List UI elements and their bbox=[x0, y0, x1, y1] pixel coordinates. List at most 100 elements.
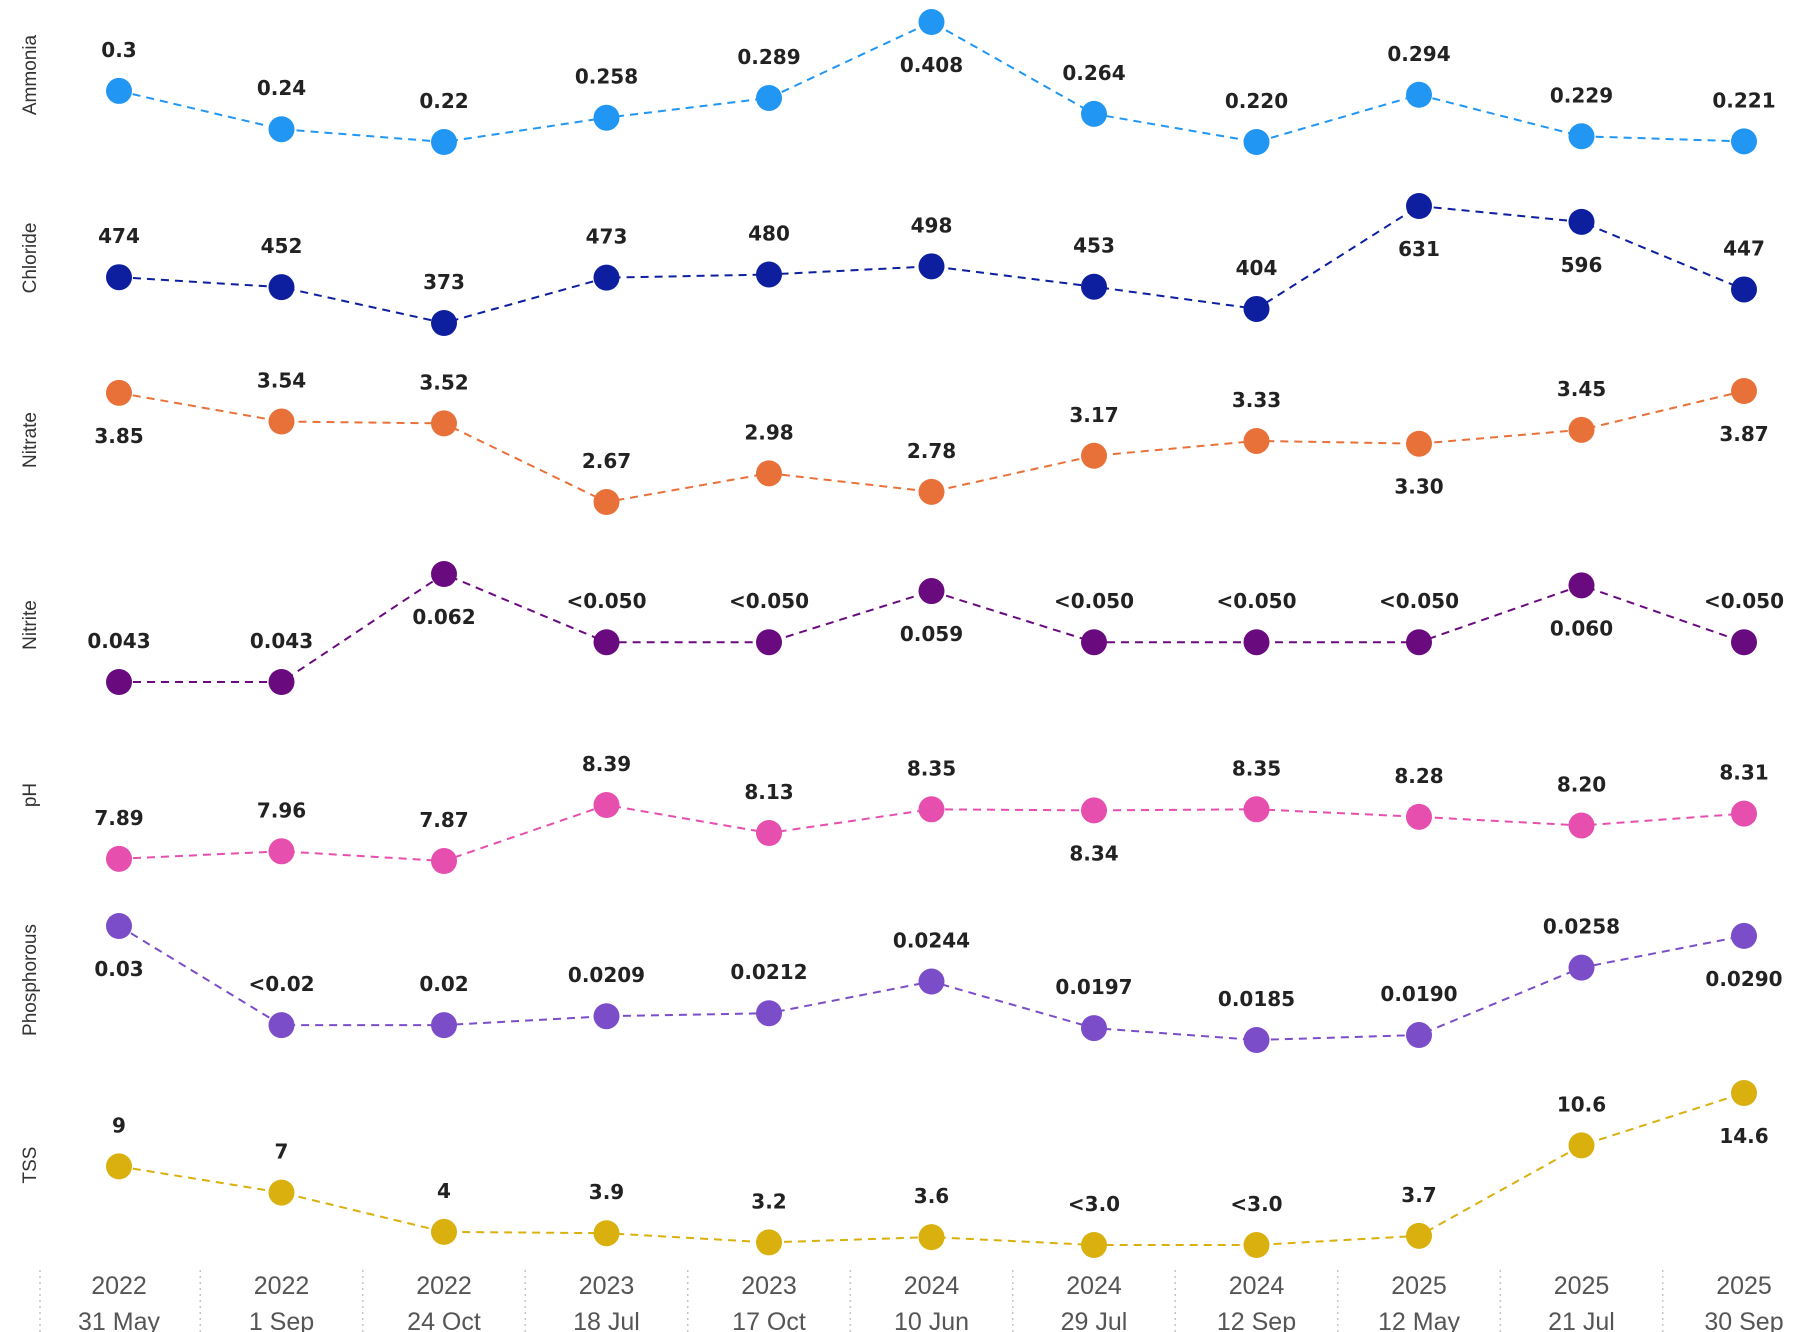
ammonia-data-label-6: 0.408 bbox=[900, 53, 963, 77]
nitrate-axis-label: Nitrate bbox=[20, 412, 41, 468]
nitrate-data-label-7: 3.17 bbox=[1069, 403, 1118, 427]
nitrite-point-1 bbox=[106, 669, 132, 695]
ph-data-label-1: 7.89 bbox=[94, 806, 143, 830]
x-tick-year: 2022 bbox=[416, 1272, 472, 1300]
ammonia-data-label-11: 0.221 bbox=[1712, 88, 1775, 112]
tss-data-label-7: <3.0 bbox=[1068, 1192, 1120, 1216]
x-tick-date: 17 Oct bbox=[732, 1308, 806, 1332]
nitrate-point-10 bbox=[1568, 416, 1595, 443]
nitrite-point-4 bbox=[593, 629, 620, 656]
x-tick-year: 2023 bbox=[579, 1272, 635, 1300]
nitrate-data-label-10: 3.45 bbox=[1557, 377, 1606, 401]
chloride-data-label-2: 452 bbox=[261, 234, 303, 258]
nitrate-point-1 bbox=[106, 379, 132, 406]
ammonia-point-3 bbox=[431, 129, 457, 155]
nitrite-point-10 bbox=[1568, 572, 1595, 599]
ammonia-point-11 bbox=[1731, 128, 1757, 155]
ammonia-point-7 bbox=[1081, 100, 1107, 127]
nitrite-point-11 bbox=[1731, 629, 1757, 656]
tss-data-label-2: 7 bbox=[275, 1140, 289, 1164]
nitrate-data-label-5: 2.98 bbox=[744, 420, 793, 444]
ammonia-panel: Ammonia 0.3 0.24 0.22 0.258 0.289 0.408 0.264 0.… bbox=[20, 9, 1776, 155]
nitrite-data-label-1: 0.043 bbox=[87, 629, 150, 653]
tss-panel: TSS 9 7 4 3.9 3.2 3.6 <3.0 <3.0 3.7 10.6 14.6 bbox=[20, 1080, 1769, 1258]
ph-point-9 bbox=[1406, 803, 1432, 830]
phosphorous-data-label-4: 0.0209 bbox=[568, 963, 645, 987]
ammonia-data-label-4: 0.258 bbox=[575, 65, 638, 89]
nitrate-data-label-1: 3.85 bbox=[94, 424, 143, 448]
ammonia-point-4 bbox=[593, 104, 620, 131]
nitrite-data-label-8: <0.050 bbox=[1216, 589, 1296, 613]
chloride-point-5 bbox=[756, 261, 782, 288]
chloride-point-9 bbox=[1406, 193, 1432, 219]
phosphorous-data-label-7: 0.0197 bbox=[1055, 975, 1132, 999]
tss-data-label-3: 4 bbox=[437, 1179, 451, 1203]
nitrite-data-label-9: <0.050 bbox=[1379, 589, 1459, 613]
phosphorous-point-4 bbox=[593, 1003, 620, 1030]
nitrate-data-label-4: 2.67 bbox=[582, 449, 631, 473]
chloride-point-1 bbox=[106, 264, 132, 291]
nitrate-point-2 bbox=[268, 408, 295, 435]
ph-data-label-5: 8.13 bbox=[744, 780, 793, 804]
phosphorous-point-6 bbox=[918, 968, 945, 995]
x-tick-date: 12 May bbox=[1378, 1308, 1460, 1332]
nitrate-data-label-6: 2.78 bbox=[907, 439, 956, 463]
ammonia-point-8 bbox=[1243, 129, 1270, 155]
tss-point-6 bbox=[918, 1224, 945, 1251]
chloride-series-line bbox=[118, 204, 1745, 325]
ph-data-label-3: 7.87 bbox=[419, 808, 468, 832]
ammonia-axis-label: Ammonia bbox=[20, 34, 41, 115]
x-tick-year: 2022 bbox=[254, 1272, 310, 1300]
nitrite-point-7 bbox=[1081, 629, 1107, 656]
ammonia-series-line bbox=[118, 20, 1745, 144]
ph-data-label-2: 7.96 bbox=[257, 798, 306, 822]
ph-point-7 bbox=[1081, 797, 1107, 824]
tss-point-3 bbox=[431, 1218, 457, 1245]
ammonia-point-9 bbox=[1406, 81, 1432, 108]
ammonia-data-label-5: 0.289 bbox=[737, 45, 800, 69]
ammonia-data-label-9: 0.294 bbox=[1387, 42, 1450, 66]
phosphorous-point-3 bbox=[431, 1012, 457, 1039]
tss-point-8 bbox=[1243, 1232, 1270, 1258]
nitrate-data-label-2: 3.54 bbox=[257, 369, 306, 393]
nitrate-point-4 bbox=[593, 489, 620, 515]
chloride-data-label-7: 453 bbox=[1073, 234, 1115, 258]
nitrite-point-3 bbox=[431, 561, 457, 587]
x-axis: 2022 31 May 2022 1 Sep 2022 24 Oct 2023 18 Jul 2… bbox=[39, 1270, 1784, 1332]
x-tick-date: 12 Sep bbox=[1217, 1308, 1296, 1332]
x-tick-date: 1 Sep bbox=[249, 1308, 314, 1332]
nitrite-point-6 bbox=[918, 578, 945, 605]
ph-point-3 bbox=[431, 848, 457, 874]
ammonia-point-6 bbox=[918, 9, 945, 35]
x-tick-date: 31 May bbox=[78, 1308, 160, 1332]
ph-point-10 bbox=[1568, 812, 1595, 839]
ammonia-point-1 bbox=[106, 77, 132, 104]
chloride-point-2 bbox=[268, 274, 295, 301]
nitrite-point-5 bbox=[756, 629, 782, 656]
phosphorous-data-label-8: 0.0185 bbox=[1218, 987, 1295, 1011]
tss-data-label-4: 3.9 bbox=[589, 1180, 624, 1204]
phosphorous-point-5 bbox=[756, 1000, 782, 1027]
nitrite-data-label-5: <0.050 bbox=[729, 589, 809, 613]
nitrate-data-label-9: 3.30 bbox=[1394, 475, 1443, 499]
ph-axis-label: pH bbox=[20, 783, 41, 807]
nitrite-point-2 bbox=[268, 669, 295, 695]
ph-data-label-11: 8.31 bbox=[1719, 761, 1768, 785]
nitrate-point-11 bbox=[1731, 378, 1757, 404]
tss-axis-label: TSS bbox=[20, 1147, 41, 1184]
ph-data-label-8: 8.35 bbox=[1232, 756, 1281, 780]
phosphorous-data-label-9: 0.0190 bbox=[1380, 982, 1457, 1006]
phosphorous-point-7 bbox=[1081, 1015, 1107, 1042]
chloride-point-7 bbox=[1081, 273, 1107, 300]
nitrite-data-label-6: 0.059 bbox=[900, 622, 963, 646]
chloride-data-label-8: 404 bbox=[1236, 256, 1278, 280]
chloride-point-8 bbox=[1243, 295, 1270, 322]
x-tick-year: 2025 bbox=[1716, 1272, 1772, 1300]
chloride-data-label-6: 498 bbox=[911, 213, 953, 237]
tss-data-label-6: 3.6 bbox=[914, 1184, 949, 1208]
chloride-data-label-9: 631 bbox=[1398, 237, 1440, 261]
phosphorous-data-label-3: 0.02 bbox=[419, 972, 468, 996]
x-tick-date: 10 Jun bbox=[894, 1308, 969, 1332]
nitrate-series-line bbox=[118, 390, 1745, 504]
